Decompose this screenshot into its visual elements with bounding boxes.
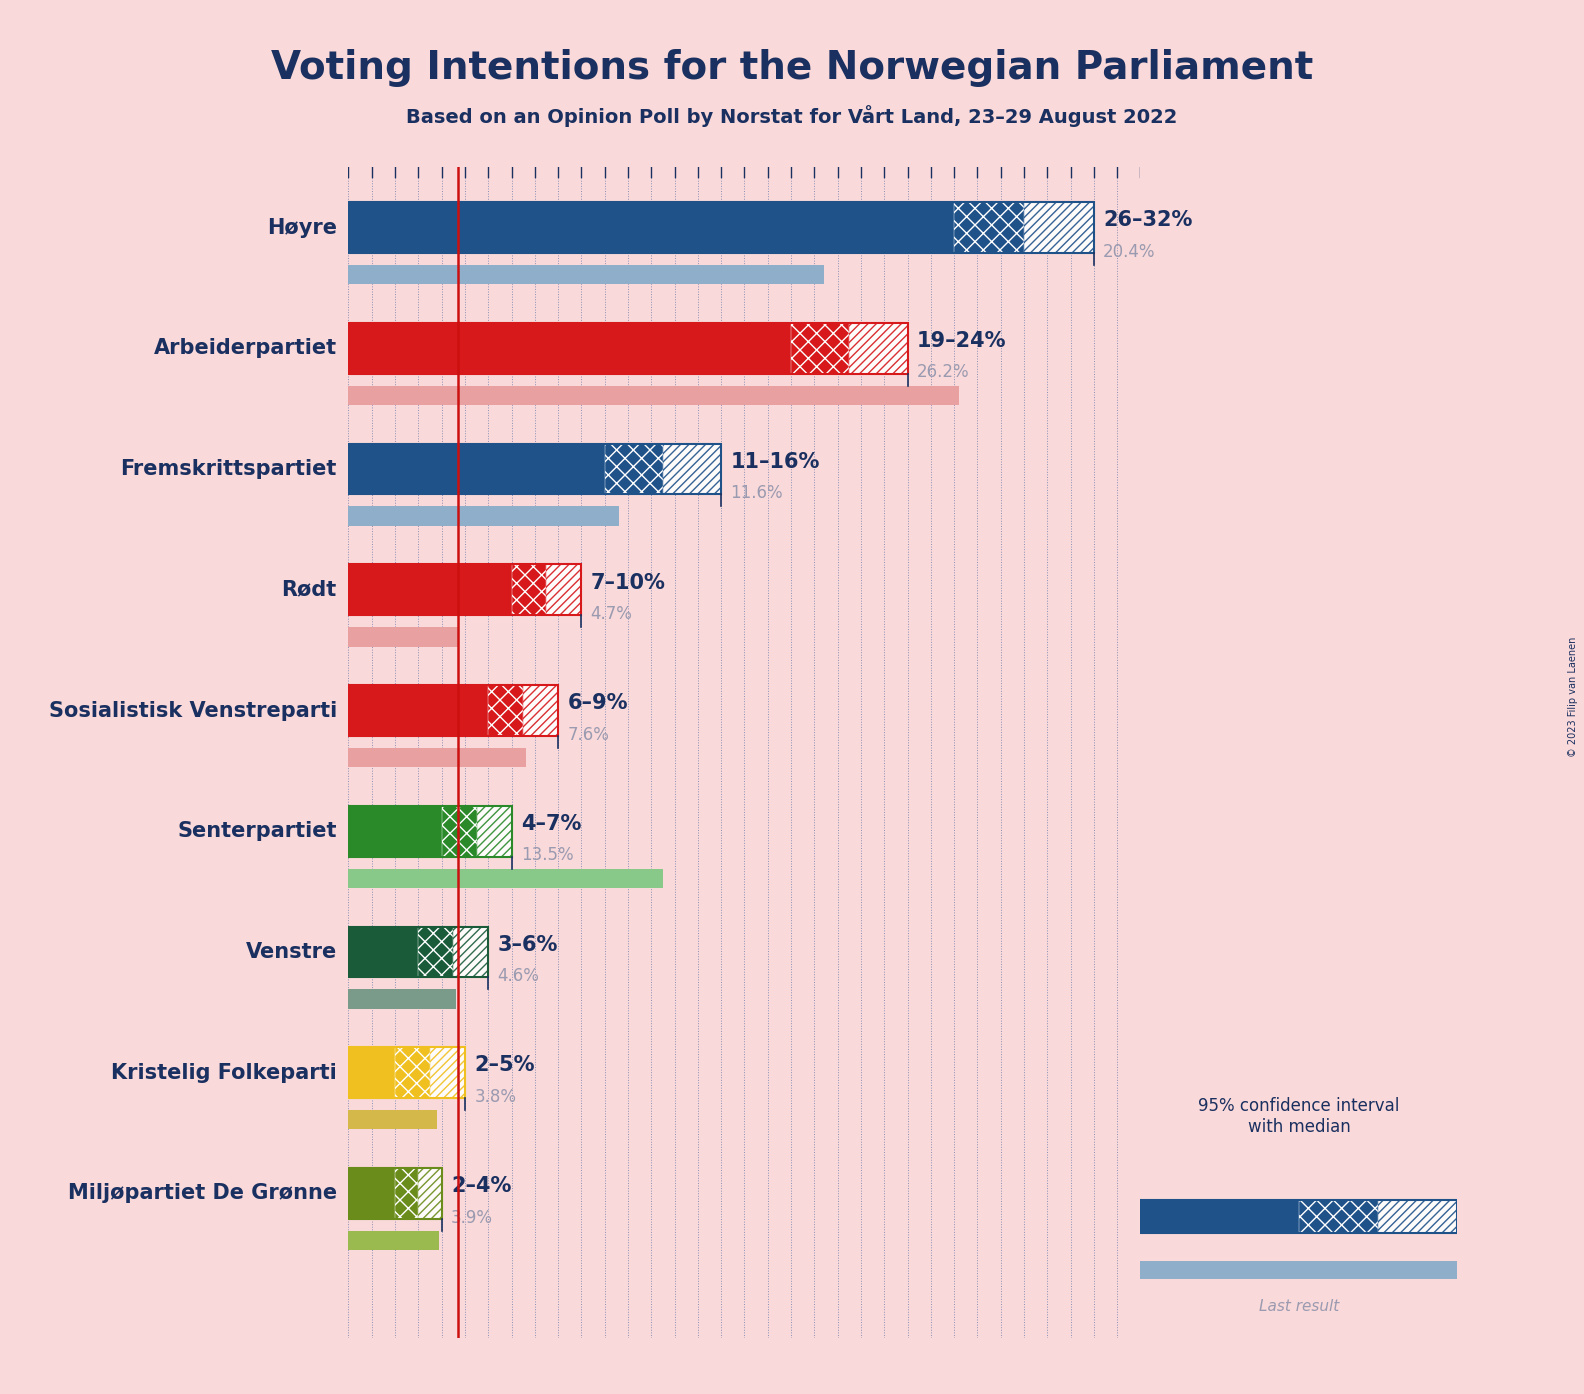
Bar (954, 202, 1023, 252)
Bar (477, 806, 512, 856)
Bar (664, 443, 721, 495)
Bar (348, 806, 442, 856)
Bar (348, 1168, 442, 1218)
Text: 2–5%: 2–5% (474, 1055, 535, 1075)
Text: 3.8%: 3.8% (474, 1087, 516, 1105)
Bar (348, 990, 456, 1009)
Bar (348, 927, 488, 977)
Bar (442, 806, 477, 856)
Text: 19–24%: 19–24% (917, 332, 1006, 351)
Bar (394, 1047, 429, 1098)
Bar (348, 627, 458, 647)
Bar (1299, 1200, 1378, 1234)
Bar (453, 927, 488, 977)
Bar (348, 927, 418, 977)
Text: Rødt: Rødt (282, 580, 337, 599)
Bar (348, 202, 954, 252)
Bar (418, 927, 453, 977)
Text: Based on an Opinion Poll by Norstat for Vårt Land, 23–29 August 2022: Based on an Opinion Poll by Norstat for … (407, 105, 1177, 127)
Bar (348, 565, 581, 615)
Text: Voting Intentions for the Norwegian Parliament: Voting Intentions for the Norwegian Parl… (271, 49, 1313, 86)
Text: 3–6%: 3–6% (497, 935, 558, 955)
Text: 26–32%: 26–32% (1102, 210, 1193, 230)
Bar (348, 565, 512, 615)
Text: Sosialistisk Venstreparti: Sosialistisk Venstreparti (49, 701, 337, 721)
Bar (1140, 1200, 1457, 1234)
Bar (394, 1168, 418, 1218)
Bar (348, 386, 958, 406)
Bar (546, 565, 581, 615)
Bar (1140, 1262, 1457, 1280)
Bar (348, 443, 721, 495)
Bar (523, 686, 558, 736)
Bar (348, 265, 824, 284)
Text: Arbeiderpartiet: Arbeiderpartiet (154, 339, 337, 358)
Bar (348, 323, 908, 374)
Text: Fremskrittspartiet: Fremskrittspartiet (120, 459, 337, 480)
Bar (348, 686, 488, 736)
Bar (429, 1047, 466, 1098)
Bar (348, 868, 664, 888)
Text: 95% confidence interval
with median: 95% confidence interval with median (1198, 1097, 1400, 1136)
Text: 4.7%: 4.7% (591, 605, 632, 623)
Bar (1023, 202, 1095, 252)
Bar (348, 202, 1095, 252)
Bar (348, 506, 619, 526)
Bar (348, 1047, 466, 1098)
Text: Senterpartiet: Senterpartiet (177, 821, 337, 841)
Text: 26.2%: 26.2% (917, 364, 969, 382)
Bar (605, 443, 664, 495)
Text: 4.6%: 4.6% (497, 967, 540, 986)
Bar (512, 565, 546, 615)
Bar (348, 1231, 439, 1250)
Text: 7–10%: 7–10% (591, 573, 665, 592)
Bar (790, 323, 849, 374)
Bar (1140, 1200, 1299, 1234)
Text: Miljøpartiet De Grønne: Miljøpartiet De Grønne (68, 1184, 337, 1203)
Text: Last result: Last result (1259, 1299, 1338, 1315)
Text: 20.4%: 20.4% (1102, 243, 1156, 261)
Bar (348, 443, 605, 495)
Bar (348, 806, 512, 856)
Bar (348, 1047, 394, 1098)
Bar (418, 1168, 442, 1218)
Bar (348, 323, 790, 374)
Text: 13.5%: 13.5% (521, 846, 573, 864)
Text: 7.6%: 7.6% (567, 726, 610, 743)
Bar (348, 686, 558, 736)
Text: Høyre: Høyre (266, 217, 337, 237)
Bar (348, 1168, 394, 1218)
Text: 4–7%: 4–7% (521, 814, 581, 834)
Bar (348, 1110, 437, 1129)
Text: Venstre: Venstre (246, 942, 337, 962)
Text: Kristelig Folkeparti: Kristelig Folkeparti (111, 1062, 337, 1083)
Text: 11–16%: 11–16% (730, 452, 821, 471)
Text: © 2023 Filip van Laenen: © 2023 Filip van Laenen (1568, 637, 1578, 757)
Text: 11.6%: 11.6% (730, 484, 782, 502)
Bar (849, 323, 908, 374)
Bar (348, 749, 526, 767)
Text: 3.9%: 3.9% (451, 1209, 493, 1227)
Text: 6–9%: 6–9% (567, 693, 627, 714)
Text: 2–4%: 2–4% (451, 1177, 512, 1196)
Bar (1378, 1200, 1457, 1234)
Bar (488, 686, 523, 736)
